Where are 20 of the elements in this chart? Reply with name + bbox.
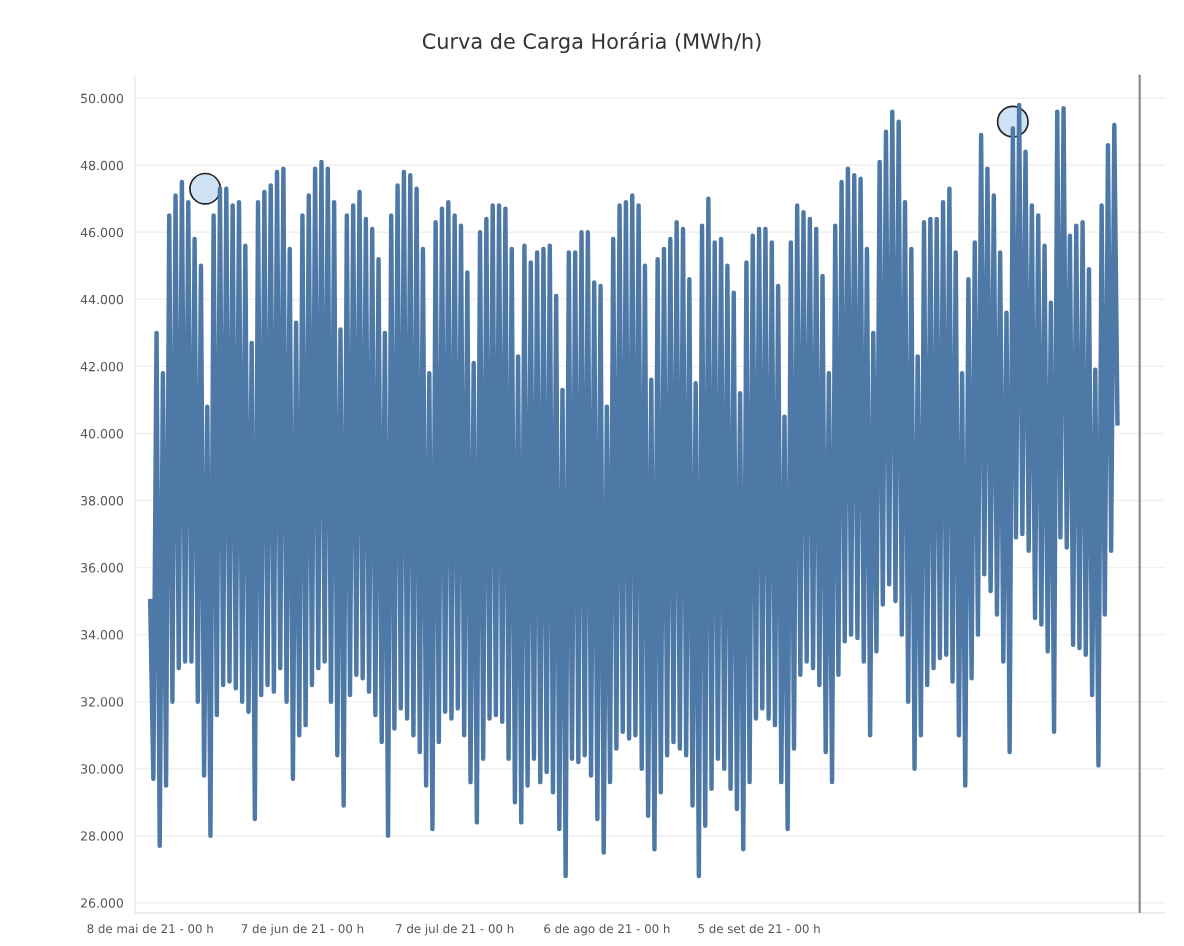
x-tick-label: 7 de jul de 21 - 00 h — [396, 924, 514, 936]
x-tick-label: 7 de jun de 21 - 00 h — [241, 924, 364, 936]
y-tick-label: 34.000 — [81, 630, 124, 640]
y-tick-label: 50.000 — [81, 93, 124, 104]
y-tick-label: 36.000 — [81, 563, 124, 573]
x-tick-label: 8 de mai de 21 - 00 h — [87, 924, 213, 934]
line-series — [147, 102, 1120, 879]
y-tick-label: 32.000 — [81, 697, 124, 707]
y-tick-label: 30.000 — [81, 764, 124, 774]
y-tick-label: 26.000 — [81, 898, 124, 908]
chart-title: Curva de Carga Horária (MWh/h) — [422, 32, 761, 54]
y-tick-label: 48.000 — [80, 160, 124, 171]
y-tick-label: 38.000 — [81, 495, 124, 506]
y-tick-label: 42.000 — [80, 361, 124, 372]
x-tick-label: 6 de ago de 21 - 00 h — [544, 924, 670, 936]
y-tick-label: 40.000 — [80, 428, 124, 439]
y-tick-label: 44.000 — [80, 294, 124, 305]
y-tick-label: 28.000 — [81, 831, 124, 841]
x-tick-label: 5 de set de 21 - 00 h — [698, 924, 820, 934]
y-tick-label: 46.000 — [80, 227, 124, 238]
